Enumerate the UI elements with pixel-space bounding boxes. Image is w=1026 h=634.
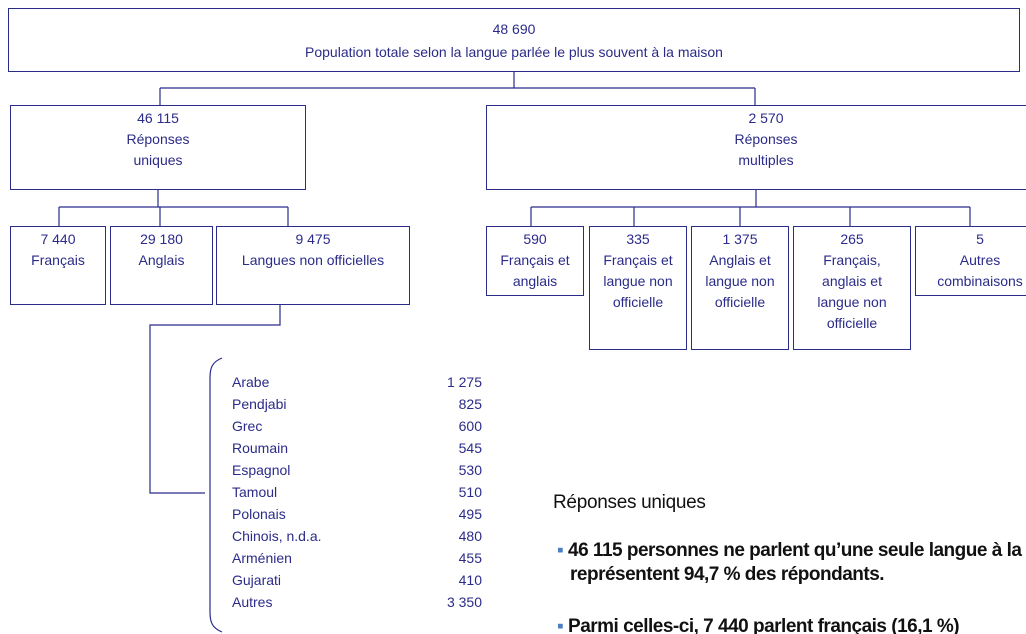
brace [209,357,223,633]
node-box: 335 Français et langue non officielle [589,226,687,350]
node-label: anglais [512,273,558,289]
language-name: Roumain [232,440,289,456]
node-label: Autres [959,252,1001,268]
node-label: Français, [823,252,881,268]
node-label: Français [31,252,85,268]
language-count: 455 [458,550,482,566]
bullet: ▪ [557,616,569,634]
node-value: 265 [840,231,864,247]
bullet-text: ▪ Parmi celles-ci, 7 440 parlent françai… [557,616,960,634]
node-value: 29 180 [140,231,183,247]
node-label: Anglais et [709,252,771,268]
node-box: 46 115 Réponses uniques [10,105,306,190]
bullet-text: représentent 94,7 % des répondants. [570,564,885,586]
language-name: Espagnol [232,462,291,478]
node-label: Français et [500,252,570,268]
node-label: officielle [612,294,664,310]
language-count: 495 [458,506,482,522]
node-label: langue non [603,273,673,289]
node-label: Langues non officielles [241,252,385,268]
node-value: 590 [523,231,547,247]
language-name: Arabe [232,374,270,390]
language-name: Gujarati [232,572,282,588]
language-count: 530 [458,462,482,478]
language-name: Pendjabi [232,396,287,412]
node-value: 9 475 [295,231,331,247]
language-count: 510 [458,484,482,500]
node-label: Réponses [126,131,190,147]
node-value: 7 440 [40,231,76,247]
node-label: officielle [714,294,766,310]
node-label: Anglais [138,252,185,268]
language-count: 600 [458,418,482,434]
node-label: combinaisons [937,273,1023,289]
node-value: 335 [626,231,650,247]
node-label: langue non [817,294,887,310]
node-value: 1 375 [722,231,758,247]
node-box: 29 180 Anglais [110,226,213,305]
language-name: Grec [232,418,263,434]
bullet-line: représentent 94,7 % des répondants. [570,564,885,585]
section-heading: Réponses uniques [553,492,706,513]
node-box: 1 375 Anglais et langue non officielle [691,226,789,350]
node-label: Français et [603,252,673,268]
bullet: ▪ [557,540,569,561]
node-value: 48 690 [492,21,536,37]
language-name: Polonais [232,506,286,522]
node-label: Population totale selon la langue parlée… [305,44,723,60]
bullet-line: Parmi celles-ci, 7 440 parlent français … [568,616,960,634]
language-name: Chinois, n.d.a. [232,528,322,544]
node-label: uniques [133,152,183,168]
language-name: Arménien [232,550,292,566]
language-count: 410 [458,572,482,588]
node-label: Réponses [734,131,798,147]
language-count: 1 275 [446,374,482,390]
bullet-line: 46 115 personnes ne parlent qu’une seule… [568,540,1026,561]
node-value: 5 [976,231,984,247]
language-name: Tamoul [232,484,278,500]
node-box: 7 440 Français [10,226,106,305]
language-name: Autres [232,594,273,610]
node-label: anglais et [822,273,882,289]
connector [159,72,756,105]
language-count: 3 350 [446,594,482,610]
language-count: 825 [458,396,482,412]
language-count: 545 [458,440,482,456]
node-box: 265 Français, anglais et langue non officiel… [793,226,911,350]
language-count: 480 [458,528,482,544]
bullet-text: ▪ 46 115 personnes ne parlent qu’une seu… [557,540,1026,562]
node-label: multiples [738,152,794,168]
node-label: officielle [826,315,878,331]
node-box: 590 Français et anglais [486,226,584,296]
connector [58,190,289,226]
connector [149,305,281,494]
connector [530,190,971,226]
node-value: 46 115 [137,110,179,126]
node-box: 2 570 Réponses multiples [486,105,1026,190]
node-box: 5 Autres combinaisons [915,226,1026,296]
node-value: 2 570 [748,110,784,126]
node-box: 9 475 Langues non officielles [216,226,410,305]
node-box: 48 690 Population totale selon la langue … [8,8,1020,72]
node-label: langue non [705,273,775,289]
